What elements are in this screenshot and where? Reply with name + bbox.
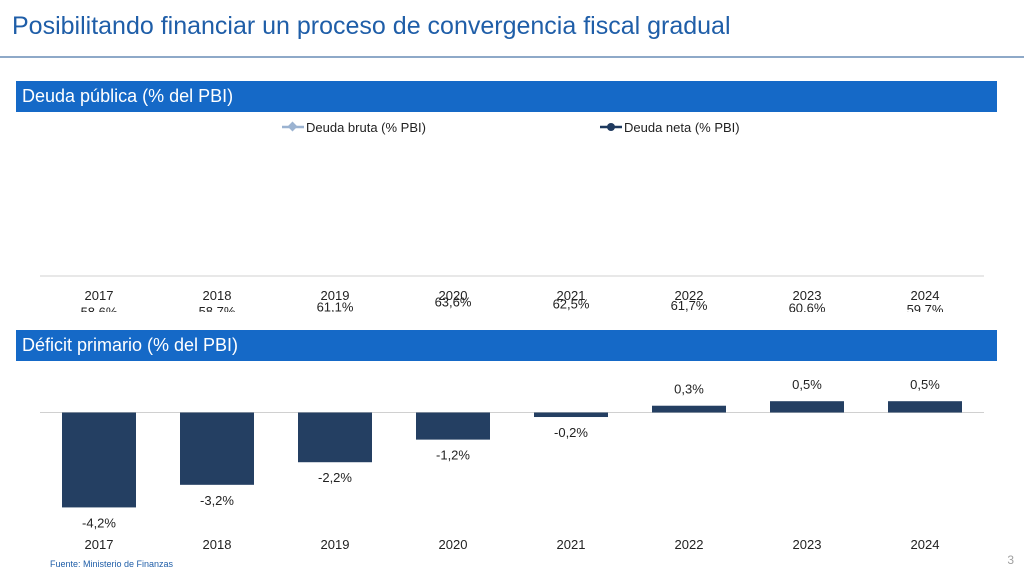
data-label-bruta-2019: 61,1%	[317, 299, 354, 312]
deficit-bar-chart: -4,2% -3,2% -2,2% -1,2% -0,2% 0,3% 0,5% 0,5% 201…	[40, 377, 984, 552]
data-label-2024: 0,5%	[910, 377, 940, 392]
x-tick-2020: 2020	[439, 537, 468, 552]
bar-2022	[652, 405, 726, 413]
x-tick-2021: 2021	[557, 537, 586, 552]
bar-2019	[298, 412, 372, 463]
bar-2018	[180, 412, 254, 485]
x-tick-2024: 2024	[911, 288, 940, 303]
data-label-bruta-2023: 60,6%	[789, 300, 826, 312]
data-label-bruta-2020: 63,6%	[435, 294, 472, 309]
legend-label-1: Deuda bruta (% PBI)	[306, 120, 426, 135]
data-label-2020: -1,2%	[436, 448, 470, 463]
data-label-2021: -0,2%	[554, 425, 588, 440]
debt-line-chart: Deuda bruta (% PBI) Deuda neta (% PBI) 58,…	[40, 120, 984, 312]
bar-2023	[770, 401, 844, 413]
bar-2020	[416, 412, 490, 440]
x-tick-2024: 2024	[911, 537, 940, 552]
bar-2017	[62, 412, 136, 508]
x-tick-2020: 2020	[439, 288, 468, 303]
x-tick-2023: 2023	[793, 537, 822, 552]
page-number: 3	[1007, 553, 1014, 567]
bar-2021	[534, 412, 608, 418]
legend-marker-2	[607, 123, 615, 131]
x-tick-2019: 2019	[321, 288, 350, 303]
x-tick-2022: 2022	[675, 537, 704, 552]
x-tick-2021: 2021	[557, 288, 586, 303]
x-tick-2018: 2018	[203, 537, 232, 552]
data-label-bruta-2021: 62,5%	[553, 297, 590, 312]
debt-section-header: Deuda pública (% del PBI)	[16, 81, 997, 112]
data-label-2023: 0,5%	[792, 377, 822, 392]
data-label-bruta-2024: 59,7%	[907, 302, 944, 312]
data-label-2018: -3,2%	[200, 493, 234, 508]
source-note: Fuente: Ministerio de Finanzas	[50, 559, 174, 569]
data-label-2017: -4,2%	[82, 515, 116, 530]
x-tick-2017: 2017	[85, 537, 114, 552]
x-tick-2023: 2023	[793, 288, 822, 303]
x-tick-2018: 2018	[203, 288, 232, 303]
data-label-bruta-2017: 58,6%	[81, 304, 118, 312]
deficit-section-header: Déficit primario (% del PBI)	[16, 330, 997, 361]
x-tick-2017: 2017	[85, 288, 114, 303]
data-label-2019: -2,2%	[318, 470, 352, 485]
slide-title: Posibilitando financiar un proceso de co…	[12, 12, 731, 40]
bar-2024	[888, 401, 962, 413]
x-tick-2022: 2022	[675, 288, 704, 303]
legend-marker-1	[287, 121, 298, 132]
title-divider	[0, 56, 1024, 58]
data-label-bruta-2022: 61,7%	[671, 298, 708, 312]
data-label-2022: 0,3%	[674, 382, 704, 397]
legend-label-2: Deuda neta (% PBI)	[624, 120, 740, 135]
x-tick-2019: 2019	[321, 537, 350, 552]
data-label-bruta-2018: 58,7%	[199, 304, 236, 312]
